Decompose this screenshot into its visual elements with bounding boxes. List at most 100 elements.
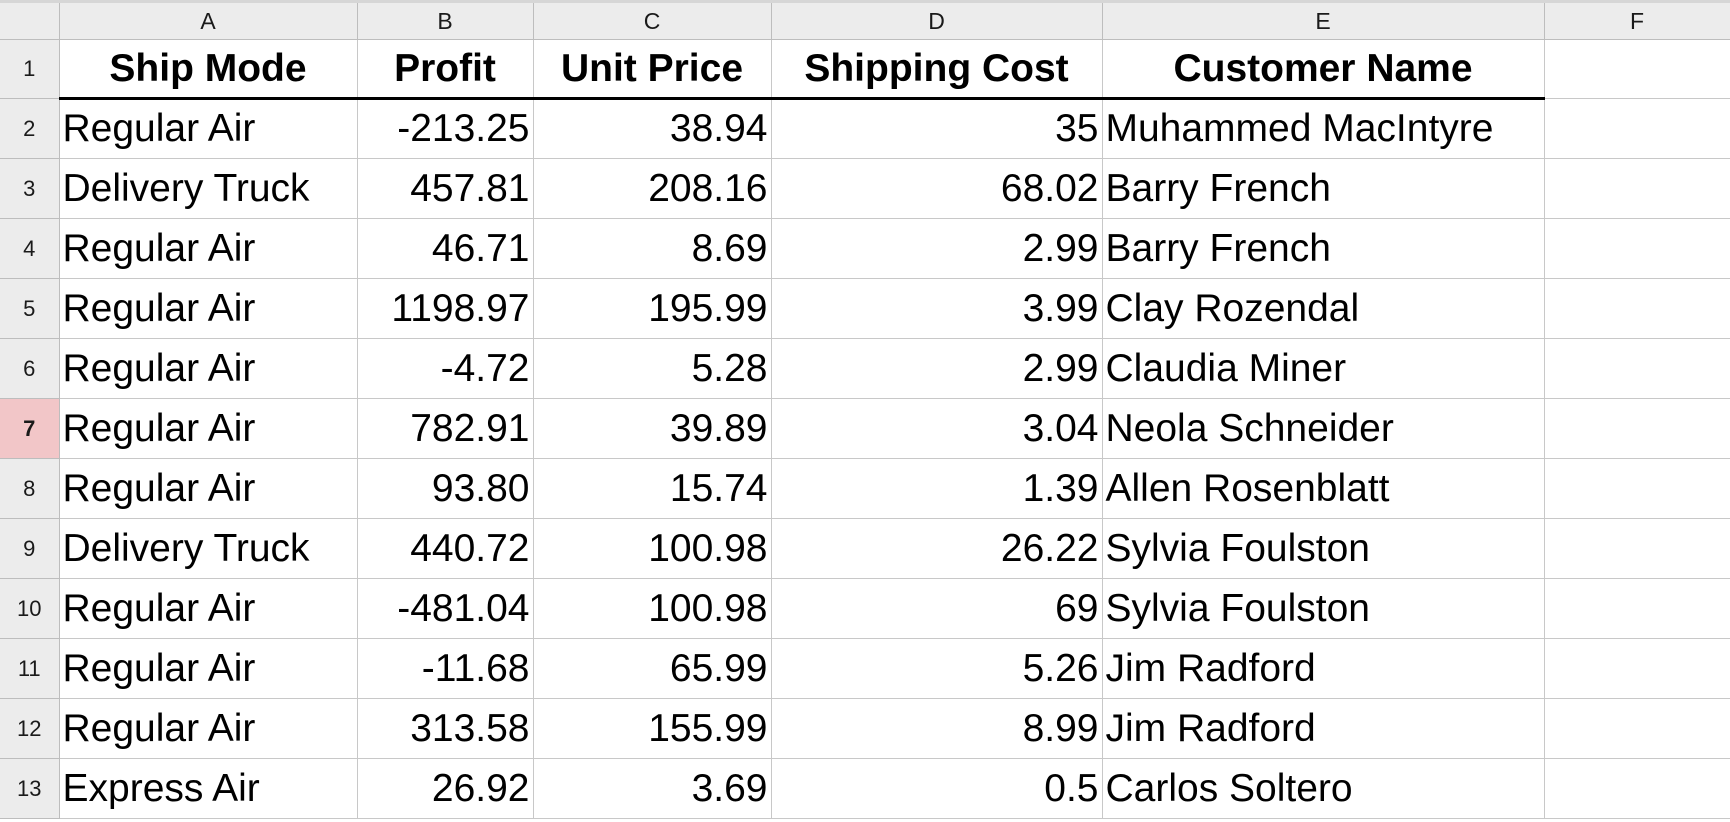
header-cell-shipping-cost[interactable]: Shipping Cost <box>771 39 1103 100</box>
cell-shipping-cost[interactable]: 2.99 <box>771 338 1103 399</box>
cell-profit[interactable]: 782.91 <box>357 398 534 459</box>
row-header[interactable]: 10 <box>0 578 60 639</box>
column-header-c[interactable]: C <box>533 0 772 40</box>
row-header[interactable]: 1 <box>0 39 60 99</box>
cell-f[interactable] <box>1544 518 1730 579</box>
cell-shipping-cost[interactable]: 3.04 <box>771 398 1103 459</box>
cell-shipping-cost[interactable]: 3.99 <box>771 278 1103 339</box>
cell-shipping-cost[interactable]: 0.5 <box>771 758 1103 819</box>
row-header[interactable]: 3 <box>0 158 60 219</box>
table-row: 4 Regular Air 46.71 8.69 2.99 Barry French <box>0 218 1730 279</box>
cell-customer-name[interactable]: Barry French <box>1102 218 1545 279</box>
cell-profit[interactable]: 93.80 <box>357 458 534 519</box>
cell-ship-mode[interactable]: Regular Air <box>59 98 358 159</box>
row-header[interactable]: 6 <box>0 338 60 399</box>
cell-f[interactable] <box>1544 158 1730 219</box>
cell-ship-mode[interactable]: Regular Air <box>59 278 358 339</box>
row-header[interactable]: 5 <box>0 278 60 339</box>
cell-unit-price[interactable]: 100.98 <box>533 578 772 639</box>
cell-ship-mode[interactable]: Delivery Truck <box>59 518 358 579</box>
cell-customer-name[interactable]: Sylvia Foulston <box>1102 518 1545 579</box>
column-header-b[interactable]: B <box>357 0 534 40</box>
cell-customer-name[interactable]: Sylvia Foulston <box>1102 578 1545 639</box>
cell-f[interactable] <box>1544 458 1730 519</box>
cell-customer-name[interactable]: Carlos Soltero <box>1102 758 1545 819</box>
cell-ship-mode[interactable]: Regular Air <box>59 578 358 639</box>
cell-f[interactable] <box>1544 338 1730 399</box>
cell-shipping-cost[interactable]: 35 <box>771 98 1103 159</box>
cell-customer-name[interactable]: Jim Radford <box>1102 698 1545 759</box>
cell-f[interactable] <box>1544 578 1730 639</box>
cell-unit-price[interactable]: 38.94 <box>533 98 772 159</box>
cell-profit[interactable]: -481.04 <box>357 578 534 639</box>
cell-ship-mode[interactable]: Delivery Truck <box>59 158 358 219</box>
cell-unit-price[interactable]: 65.99 <box>533 638 772 699</box>
cell-customer-name[interactable]: Barry French <box>1102 158 1545 219</box>
cell-shipping-cost[interactable]: 26.22 <box>771 518 1103 579</box>
cell-profit[interactable]: 46.71 <box>357 218 534 279</box>
cell-customer-name[interactable]: Muhammed MacIntyre <box>1102 98 1545 159</box>
row-header[interactable]: 13 <box>0 758 60 819</box>
cell-ship-mode[interactable]: Express Air <box>59 758 358 819</box>
cell-profit[interactable]: -11.68 <box>357 638 534 699</box>
row-header[interactable]: 8 <box>0 458 60 519</box>
row-header[interactable]: 4 <box>0 218 60 279</box>
cell-unit-price[interactable]: 208.16 <box>533 158 772 219</box>
cell-profit[interactable]: 313.58 <box>357 698 534 759</box>
cell-profit[interactable]: 26.92 <box>357 758 534 819</box>
cell-shipping-cost[interactable]: 5.26 <box>771 638 1103 699</box>
cell-profit[interactable]: -213.25 <box>357 98 534 159</box>
row-header[interactable]: 11 <box>0 638 60 699</box>
row-header[interactable]: 9 <box>0 518 60 579</box>
row-header[interactable]: 7 <box>0 398 60 459</box>
row-header[interactable]: 12 <box>0 698 60 759</box>
cell-unit-price[interactable]: 39.89 <box>533 398 772 459</box>
cell-shipping-cost[interactable]: 68.02 <box>771 158 1103 219</box>
header-cell-ship-mode[interactable]: Ship Mode <box>59 39 358 100</box>
cell-profit[interactable]: 1198.97 <box>357 278 534 339</box>
cell-shipping-cost[interactable]: 8.99 <box>771 698 1103 759</box>
cell-profit[interactable]: 457.81 <box>357 158 534 219</box>
cell-ship-mode[interactable]: Regular Air <box>59 638 358 699</box>
header-cell-f[interactable] <box>1544 39 1730 99</box>
column-header-e[interactable]: E <box>1102 0 1545 40</box>
cell-unit-price[interactable]: 3.69 <box>533 758 772 819</box>
cell-ship-mode[interactable]: Regular Air <box>59 338 358 399</box>
cell-f[interactable] <box>1544 218 1730 279</box>
cell-unit-price[interactable]: 195.99 <box>533 278 772 339</box>
cell-ship-mode[interactable]: Regular Air <box>59 698 358 759</box>
row-header[interactable]: 2 <box>0 98 60 159</box>
cell-f[interactable] <box>1544 278 1730 339</box>
cell-f[interactable] <box>1544 758 1730 819</box>
cell-ship-mode[interactable]: Regular Air <box>59 458 358 519</box>
cell-unit-price[interactable]: 15.74 <box>533 458 772 519</box>
header-cell-unit-price[interactable]: Unit Price <box>533 39 772 100</box>
cell-customer-name[interactable]: Allen Rosenblatt <box>1102 458 1545 519</box>
select-all-corner[interactable] <box>0 0 60 40</box>
cell-ship-mode[interactable]: Regular Air <box>59 218 358 279</box>
header-cell-profit[interactable]: Profit <box>357 39 534 100</box>
cell-unit-price[interactable]: 100.98 <box>533 518 772 579</box>
cell-unit-price[interactable]: 5.28 <box>533 338 772 399</box>
cell-profit[interactable]: 440.72 <box>357 518 534 579</box>
column-header-d[interactable]: D <box>771 0 1103 40</box>
column-header-a[interactable]: A <box>59 0 358 40</box>
column-header-f[interactable]: F <box>1544 0 1730 40</box>
cell-f[interactable] <box>1544 98 1730 159</box>
cell-unit-price[interactable]: 8.69 <box>533 218 772 279</box>
cell-shipping-cost[interactable]: 2.99 <box>771 218 1103 279</box>
cell-unit-price[interactable]: 155.99 <box>533 698 772 759</box>
cell-customer-name[interactable]: Jim Radford <box>1102 638 1545 699</box>
cell-customer-name[interactable]: Clay Rozendal <box>1102 278 1545 339</box>
cell-shipping-cost[interactable]: 69 <box>771 578 1103 639</box>
cell-f[interactable] <box>1544 398 1730 459</box>
cell-ship-mode[interactable]: Regular Air <box>59 398 358 459</box>
cell-customer-name[interactable]: Neola Schneider <box>1102 398 1545 459</box>
cell-f[interactable] <box>1544 638 1730 699</box>
cell-shipping-cost[interactable]: 1.39 <box>771 458 1103 519</box>
cell-customer-name[interactable]: Claudia Miner <box>1102 338 1545 399</box>
cell-profit[interactable]: -4.72 <box>357 338 534 399</box>
header-cell-customer-name[interactable]: Customer Name <box>1102 39 1545 100</box>
cell-f[interactable] <box>1544 698 1730 759</box>
